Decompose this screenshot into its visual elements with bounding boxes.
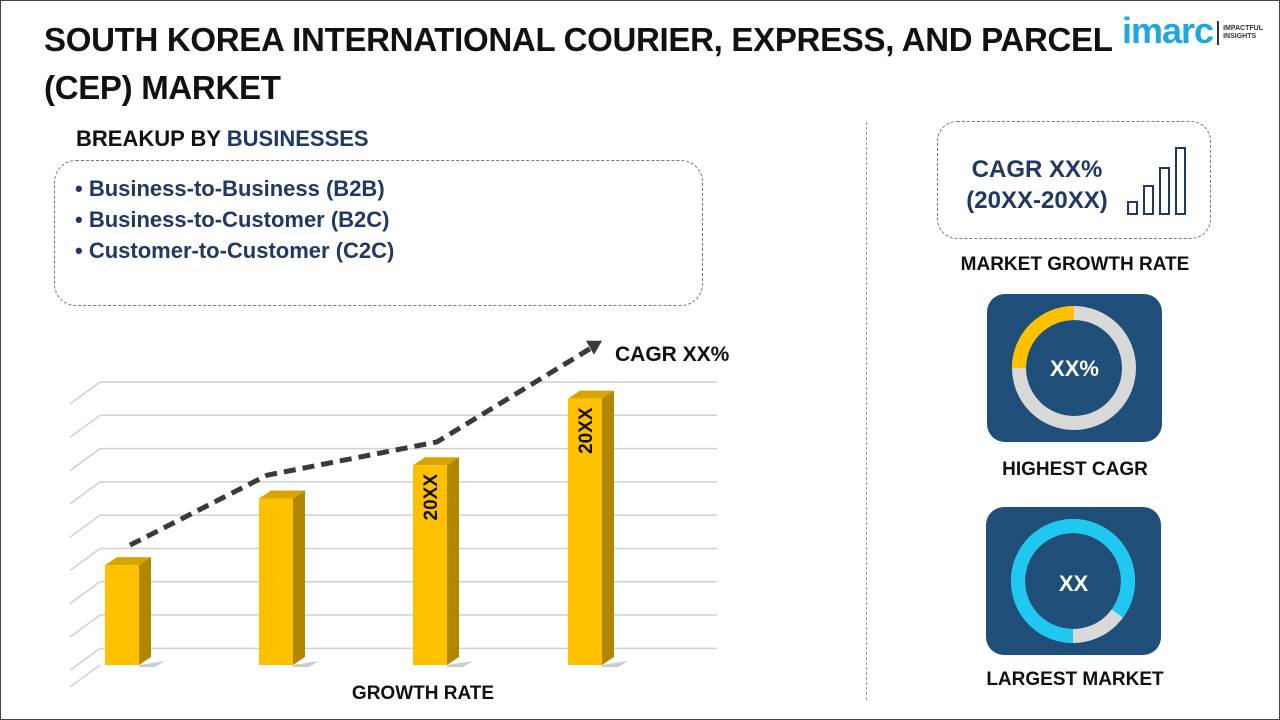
highest-cagr-value: XX%: [1050, 356, 1099, 381]
breakup-prefix: BREAKUP BY: [76, 126, 227, 151]
bar-top: [105, 557, 151, 566]
cagr-value: CAGR XX%: [971, 156, 1103, 183]
gridline-depth: [69, 614, 101, 638]
bar: [413, 465, 447, 665]
donut-fill: [1012, 306, 1136, 430]
list-item: • Business-to-Customer (B2C): [75, 207, 390, 232]
imarc-logo: imarc IMPACTFUL INSIGHTS: [1122, 10, 1263, 52]
gridline-depth: [69, 514, 101, 538]
cagr-period: (20XX-20XX): [966, 187, 1108, 214]
breakup-heading: BREAKUP BY BUSINESSES: [76, 126, 369, 152]
gridline-depth: [69, 664, 101, 688]
bar-side: [447, 457, 459, 665]
market-growth-label: MARKET GROWTH RATE: [960, 254, 1190, 275]
cagr-annotation: CAGR XX%: [615, 343, 730, 366]
cagr-box: CAGR XX% (20XX-20XX): [937, 121, 1211, 239]
trend-arrow-icon: [586, 340, 602, 355]
gridline-depth: [69, 481, 101, 505]
bar: [568, 398, 602, 665]
largest-market-value: XX: [1058, 571, 1089, 596]
bar-side: [293, 490, 305, 665]
bar-shadow: [447, 661, 473, 667]
gridline-depth: [69, 547, 101, 572]
page-title: SOUTH KOREA INTERNATIONAL COURIER, EXPRE…: [44, 21, 1112, 106]
logo-tag: INSIGHTS: [1223, 33, 1257, 40]
highest-cagr-label: HIGHEST CAGR: [1002, 459, 1148, 480]
bar-shadow: [602, 661, 628, 667]
highest-cagr-donut: [1012, 306, 1136, 430]
highest-cagr-card: XX%: [987, 294, 1162, 442]
bar-top: [413, 457, 459, 466]
bar-label: 20XX: [421, 474, 442, 521]
bar-side: [602, 390, 614, 665]
bar-growth-icon: [1127, 147, 1186, 215]
gridline-depth: [69, 647, 101, 671]
gridline-depth: [69, 447, 101, 472]
logo-tag: IMPACTFUL: [1223, 25, 1263, 32]
x-axis-label: GROWTH RATE: [352, 683, 494, 704]
bar-top: [568, 390, 614, 399]
growth-chart: 20XX 20XX CAGR XX% GROWTH RATE: [69, 340, 730, 704]
breakup-highlight: BUSINESSES: [226, 126, 369, 151]
gridline-depth: [69, 414, 101, 438]
divider: [866, 122, 867, 700]
logo-text: imarc: [1122, 10, 1214, 51]
largest-market-card: XX: [986, 507, 1161, 655]
bar-shadow: [293, 661, 319, 667]
largest-market-label: LARGEST MARKET: [986, 669, 1164, 690]
trend-line: [128, 346, 592, 548]
bar-shadow: [139, 661, 165, 667]
donut-fill: [1011, 519, 1135, 643]
bar-side: [139, 557, 151, 665]
bar-top: [259, 490, 305, 499]
bar-label: 20XX: [576, 407, 597, 454]
list-item: • Customer-to-Customer (C2C): [75, 238, 395, 263]
gridline-depth: [69, 581, 101, 605]
gridline-depth: [69, 381, 101, 405]
segment-list: • Business-to-Business (B2B) • Business-…: [54, 160, 703, 306]
largest-market-donut: [1011, 519, 1135, 643]
bar: [105, 565, 139, 665]
bar: [259, 498, 293, 665]
list-item: • Business-to-Business (B2B): [75, 176, 385, 201]
